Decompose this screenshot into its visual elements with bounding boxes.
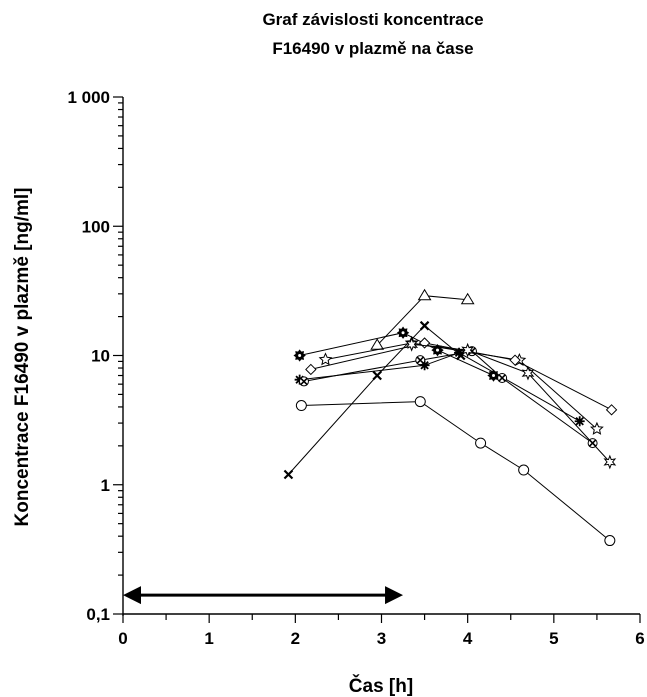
star-shape <box>461 342 475 358</box>
cog-hole <box>436 348 440 352</box>
series <box>405 336 617 470</box>
series-line <box>288 325 462 475</box>
x-tick-label: 5 <box>549 629 558 648</box>
cog-marker <box>396 326 410 339</box>
x-tick-label: 2 <box>291 629 300 648</box>
diamond-marker <box>509 354 521 366</box>
star6-marker <box>461 342 475 358</box>
star6-marker <box>603 454 617 470</box>
star6-marker <box>405 336 419 352</box>
x-shape <box>372 370 382 381</box>
arrow-head-right <box>385 586 404 605</box>
cross-circle-x <box>300 377 308 386</box>
triangle-marker <box>460 292 475 305</box>
x-tick-label: 4 <box>463 629 473 648</box>
cog-hole <box>298 354 302 357</box>
x-tick-label: 0 <box>118 629 127 648</box>
series <box>293 326 500 382</box>
x-shape <box>283 469 294 480</box>
star-shape <box>603 454 617 470</box>
star-shape <box>590 421 604 435</box>
circle-shape <box>475 437 487 449</box>
x-tick-label: 6 <box>635 629 644 648</box>
triangle-shape <box>460 292 475 305</box>
y-axis-label: Koncentrace F16490 v plazmě [ng/ml] <box>12 188 33 527</box>
diamond-shape <box>305 363 317 376</box>
star-marker <box>318 352 333 366</box>
x-axis-label: Čas [h] <box>349 675 413 697</box>
series-line <box>299 352 580 422</box>
annotations <box>123 586 404 605</box>
circle-marker <box>604 535 616 547</box>
asterisk-shape <box>454 347 465 358</box>
cog-hole <box>492 374 496 378</box>
x-shape <box>419 320 430 331</box>
star-marker <box>590 421 604 435</box>
chart-title-line-1: Graf závislosti koncentrace <box>262 10 483 29</box>
cog-marker <box>293 349 306 362</box>
circle-marker <box>475 437 487 449</box>
asterisk-shape <box>419 360 430 371</box>
y-tick-label: 100 <box>82 217 110 236</box>
x-marker <box>283 469 294 480</box>
diamond-marker <box>305 363 317 376</box>
circle-shape <box>414 396 426 408</box>
diamond-shape <box>509 354 521 366</box>
cross-circle-marker <box>415 355 426 366</box>
y-tick-label: 1 <box>101 476 110 495</box>
cross-circle-x <box>498 374 506 382</box>
double-arrow <box>123 586 404 605</box>
x-tick-label: 1 <box>204 629 213 648</box>
x-marker <box>372 370 382 381</box>
x-marker <box>419 320 430 331</box>
circle-shape <box>518 464 530 476</box>
axes: 0,1 1 10 100 1 000 0 1 2 3 4 5 6 <box>67 88 644 648</box>
chart-title-line-2: F16490 v plazmě na čase <box>272 39 473 58</box>
star-shape <box>521 365 535 381</box>
circle-shape <box>295 400 307 412</box>
star6-marker <box>521 365 535 381</box>
cross-circle-marker <box>298 376 309 387</box>
asterisk-shape <box>574 416 585 427</box>
diamond-shape <box>605 404 618 416</box>
series-line <box>299 332 494 376</box>
series-line <box>376 295 468 346</box>
series <box>295 396 616 547</box>
y-tick-label: 10 <box>91 347 110 366</box>
circle-marker <box>518 464 530 476</box>
x-tick-label: 3 <box>377 629 386 648</box>
circle-marker <box>414 396 426 408</box>
circle-marker <box>295 400 307 412</box>
cross-circle-marker <box>497 372 508 383</box>
series-line <box>303 350 593 444</box>
diamond-marker <box>605 404 618 416</box>
series-line <box>411 343 611 463</box>
star-shape <box>405 336 419 352</box>
cog-hole <box>401 331 405 335</box>
circle-shape <box>604 535 616 547</box>
y-tick-label: 0,1 <box>86 605 110 624</box>
asterisk-marker <box>419 360 430 371</box>
y-tick-label: 1 000 <box>67 88 110 107</box>
triangle-shape <box>417 288 432 301</box>
series <box>370 288 475 350</box>
cross-circle-x <box>416 356 424 364</box>
asterisk-marker <box>574 416 585 427</box>
series-group <box>283 288 618 547</box>
star-shape <box>318 352 333 366</box>
triangle-marker <box>417 288 432 301</box>
arrow-head-left <box>123 586 141 605</box>
asterisk-marker <box>454 347 465 358</box>
